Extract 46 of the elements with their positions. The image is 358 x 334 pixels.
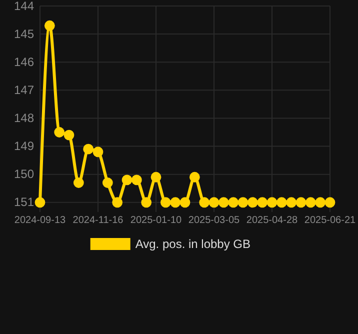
point <box>296 197 306 208</box>
y-tick-label: 151 <box>14 195 34 210</box>
x-tick-label: 2024-09-13 <box>14 215 66 226</box>
point <box>34 197 46 208</box>
legend-label: Avg. pos. in lobby GB <box>135 237 251 252</box>
point <box>266 197 278 208</box>
point <box>324 197 336 208</box>
point <box>141 197 152 208</box>
y-tick-label: 148 <box>14 111 34 126</box>
point <box>238 197 248 208</box>
point <box>73 178 84 188</box>
point <box>199 197 210 208</box>
point <box>83 144 94 154</box>
y-tick-label: 146 <box>14 54 34 69</box>
x-tick-label: 2025-04-28 <box>246 215 298 226</box>
y-tick-label: 147 <box>14 83 34 98</box>
point <box>54 127 65 138</box>
point <box>315 197 326 208</box>
point <box>276 197 287 208</box>
point <box>64 130 74 140</box>
point <box>102 178 113 188</box>
point <box>131 174 142 186</box>
point <box>180 197 190 208</box>
x-tick-label: 2025-01-10 <box>130 215 182 226</box>
point <box>112 197 123 208</box>
point <box>160 197 171 208</box>
y-tick-label: 144 <box>14 0 34 13</box>
y-tick-label: 145 <box>14 26 34 41</box>
x-tick-label: 2025-03-05 <box>188 215 240 226</box>
point <box>247 197 258 208</box>
x-tick-label: 2025-06-21 <box>304 215 356 226</box>
point <box>257 197 268 208</box>
point <box>92 146 104 158</box>
x-tick-label: 2024-11-16 <box>72 215 124 226</box>
point <box>150 172 162 182</box>
point <box>189 172 200 182</box>
y-tick-label: 150 <box>14 167 34 182</box>
point <box>208 197 220 208</box>
point <box>305 197 316 208</box>
point <box>170 197 181 208</box>
point <box>286 197 297 208</box>
point <box>228 197 239 208</box>
y-tick-label: 149 <box>14 139 34 154</box>
point <box>44 20 55 31</box>
point <box>218 197 229 208</box>
point <box>122 174 132 186</box>
